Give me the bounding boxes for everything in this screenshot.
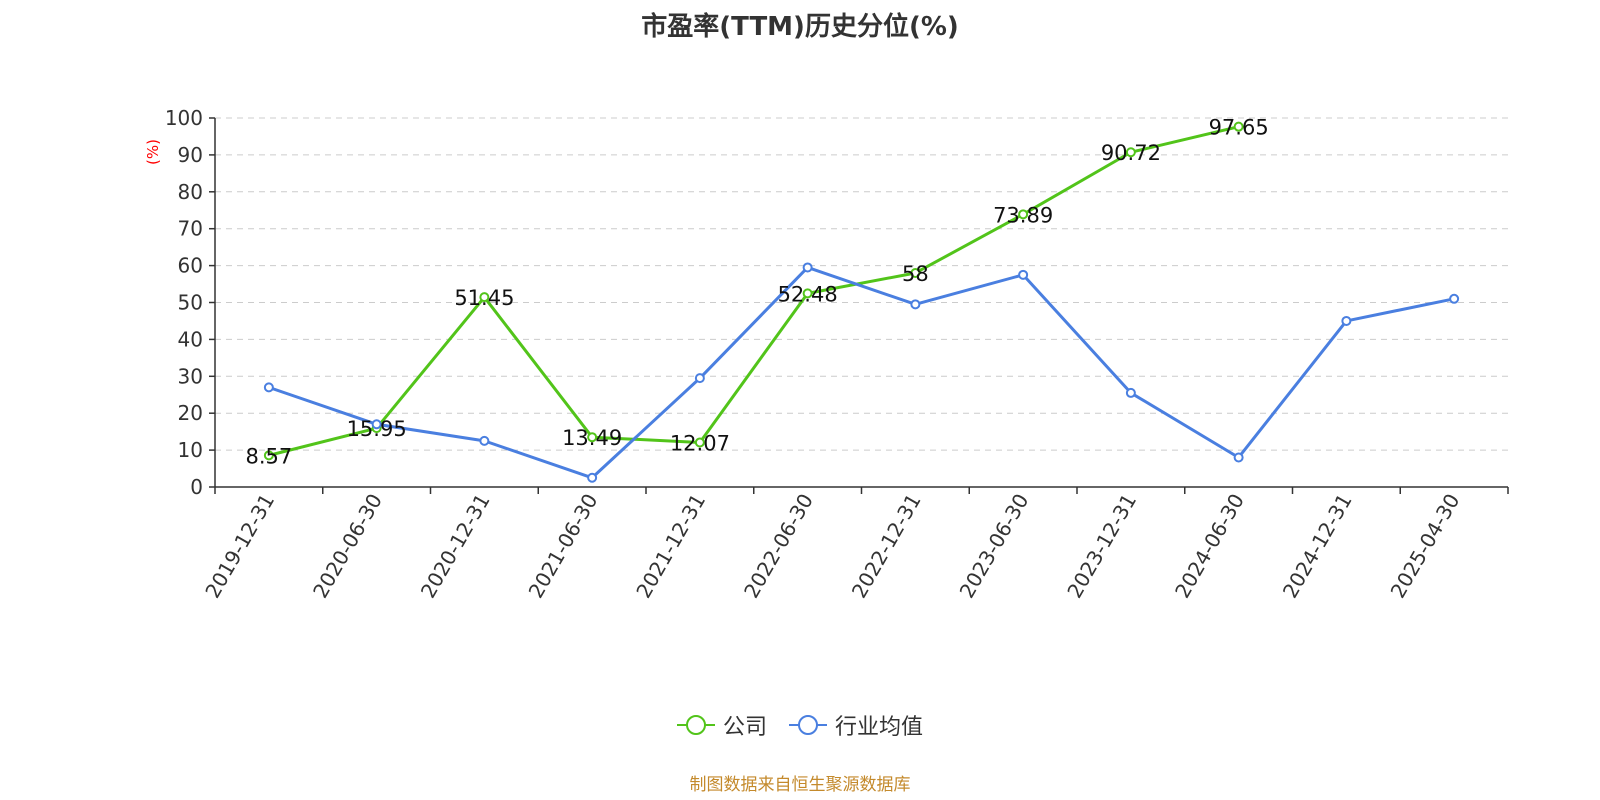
y-tick-label: 90	[178, 143, 203, 167]
y-axis-unit-label: (%)	[144, 139, 162, 165]
data-point-industry	[802, 262, 813, 273]
data-point-industry	[1018, 269, 1029, 280]
data-point-company	[802, 288, 813, 299]
data-label-company: 73.89	[993, 203, 1053, 227]
data-point-industry	[694, 373, 705, 384]
data-point-company	[479, 292, 490, 303]
data-point-industry	[263, 382, 274, 393]
y-tick-label: 40	[178, 327, 203, 351]
data-point-industry	[587, 472, 598, 483]
data-point-industry	[1449, 293, 1460, 304]
data-label-company: 90.72	[1101, 141, 1161, 165]
data-label-company: 97.65	[1209, 116, 1269, 140]
y-tick-label: 30	[178, 364, 203, 388]
x-tick-label: 2023-06-30	[955, 490, 1034, 603]
y-tick-label: 0	[190, 475, 203, 499]
x-tick-label: 2020-12-31	[416, 490, 495, 603]
data-point-company	[694, 437, 705, 448]
legend-item-company[interactable]: 公司	[676, 709, 767, 741]
data-point-industry	[1125, 387, 1136, 398]
legend-company-line-icon	[676, 715, 715, 735]
data-point-industry	[479, 435, 490, 446]
x-tick-label: 2024-12-31	[1278, 490, 1357, 603]
legend-label-industry: 行业均值	[835, 715, 924, 740]
y-tick-label: 60	[178, 254, 203, 278]
y-tick-label: 100	[165, 106, 203, 130]
data-label-company: 51.45	[454, 286, 514, 310]
data-label-company: 13.49	[562, 426, 622, 450]
data-label-company: 52.48	[778, 282, 838, 306]
data-label-company: 58	[902, 262, 929, 286]
x-tick-label: 2021-06-30	[524, 490, 603, 603]
series-line-industry	[268, 265, 1455, 480]
x-tick-label: 2025-04-30	[1386, 490, 1465, 603]
data-point-industry	[910, 299, 921, 310]
data-label-company: 15.95	[347, 417, 407, 441]
x-tick-label: 2019-12-31	[200, 490, 279, 603]
x-tick-label: 2020-06-30	[308, 490, 387, 603]
y-tick-label: 70	[178, 217, 203, 241]
legend-industry-line-icon	[789, 715, 827, 735]
data-point-industry	[1341, 315, 1352, 326]
data-point-company	[1125, 147, 1136, 158]
x-tick-label: 2024-06-30	[1170, 490, 1249, 603]
data-point-company	[587, 432, 598, 443]
series-line-company	[268, 125, 1239, 457]
data-label-company: 12.07	[670, 431, 730, 455]
data-point-industry	[1233, 452, 1244, 463]
data-point-company	[1233, 121, 1244, 132]
data-point-company	[263, 450, 274, 461]
legend-label-company: 公司	[722, 715, 767, 740]
y-tick-label: 20	[178, 401, 203, 425]
line-chart: 0 10 20 30 40 50 60 70 80 90 100(%) 2019-12-31 2020-…	[144, 106, 1509, 603]
x-tick-label: 2023-12-31	[1062, 490, 1141, 603]
legend-item-industry[interactable]: 行业均值	[789, 709, 923, 741]
data-source-note: 制图数据来自恒生聚源数据库	[689, 775, 911, 795]
x-tick-label: 2022-06-30	[739, 490, 818, 603]
legend: 公司 行业均值	[0, 708, 1600, 742]
x-tick-label: 2022-12-31	[847, 490, 926, 603]
y-tick-label: 50	[178, 291, 203, 315]
x-tick-label: 2021-12-31	[631, 490, 710, 603]
data-label-company: 8.57	[245, 444, 292, 468]
y-tick-label: 10	[178, 438, 203, 462]
y-tick-label: 80	[178, 180, 203, 204]
chart-title: 市盈率(TTM)历史分位(%)	[641, 12, 959, 42]
data-point-company	[910, 267, 921, 278]
data-point-company	[1018, 209, 1029, 220]
data-point-industry	[371, 419, 382, 430]
